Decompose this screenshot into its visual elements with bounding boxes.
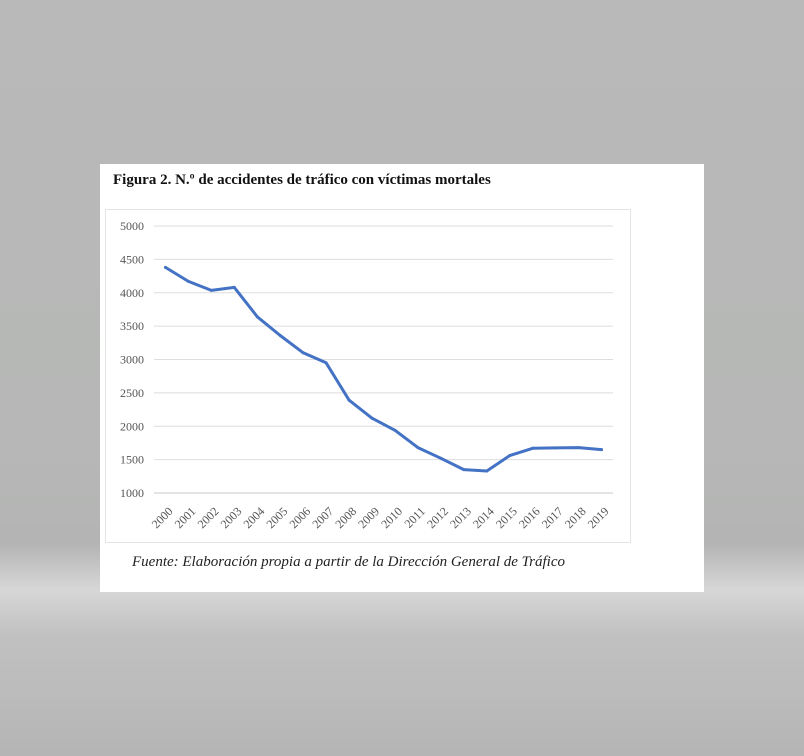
data-point bbox=[209, 288, 213, 292]
figure-title: Figura 2. N.º de accidentes de tráfico c… bbox=[113, 172, 491, 188]
data-point bbox=[232, 285, 236, 289]
y-tick-label: 5000 bbox=[120, 219, 144, 233]
line-chart: 1000 1500 2000 2500 3000 3500 4000 4500 5000 2000… bbox=[120, 219, 613, 531]
data-point bbox=[301, 351, 305, 355]
x-tick-label: 2019 bbox=[585, 504, 612, 531]
data-point bbox=[554, 446, 558, 450]
y-tick-label: 2500 bbox=[120, 386, 144, 400]
data-point bbox=[439, 456, 443, 460]
x-tick-label: 2001 bbox=[172, 504, 199, 531]
data-point bbox=[278, 333, 282, 337]
x-tick-label: 2009 bbox=[355, 504, 382, 531]
x-tick-label: 2006 bbox=[286, 504, 313, 531]
x-tick-label: 2018 bbox=[562, 504, 589, 531]
data-point bbox=[600, 448, 604, 452]
x-tick-label: 2000 bbox=[149, 504, 176, 531]
data-point bbox=[462, 468, 466, 472]
x-tick-label: 2005 bbox=[263, 504, 290, 531]
data-point bbox=[416, 446, 420, 450]
x-tick-label: 2016 bbox=[516, 504, 543, 531]
x-tick-label: 2014 bbox=[470, 504, 497, 531]
y-tick-label: 1500 bbox=[120, 453, 144, 467]
x-tick-label: 2011 bbox=[401, 504, 428, 531]
data-point bbox=[577, 446, 581, 450]
y-tick-label: 3000 bbox=[120, 353, 144, 367]
data-point bbox=[347, 398, 351, 402]
x-tick-label: 2002 bbox=[195, 504, 222, 531]
figure-page: Figura 2. N.º de accidentes de tráfico c… bbox=[100, 164, 704, 592]
y-tick-label: 1000 bbox=[120, 486, 144, 500]
y-tick-label: 3500 bbox=[120, 319, 144, 333]
data-point bbox=[255, 315, 259, 319]
x-tick-label: 2007 bbox=[309, 504, 336, 531]
data-point bbox=[324, 361, 328, 365]
x-tick-label: 2013 bbox=[447, 504, 474, 531]
data-point bbox=[485, 469, 489, 473]
chart-area: 1000 1500 2000 2500 3000 3500 4000 4500 5000 2000… bbox=[105, 209, 631, 543]
series-line bbox=[164, 265, 603, 473]
x-tick-label: 2004 bbox=[241, 504, 268, 531]
x-tick-label: 2015 bbox=[493, 504, 520, 531]
x-tick-label: 2012 bbox=[424, 504, 451, 531]
y-tick-label: 4000 bbox=[120, 286, 144, 300]
data-point bbox=[186, 279, 190, 283]
data-point bbox=[531, 446, 535, 450]
x-tick-label: 2008 bbox=[332, 504, 359, 531]
figure-source: Fuente: Elaboración propia a partir de l… bbox=[132, 554, 565, 570]
x-tick-label: 2017 bbox=[539, 504, 566, 531]
y-tick-label: 2000 bbox=[120, 419, 144, 433]
y-tick-label: 4500 bbox=[120, 252, 144, 266]
data-point bbox=[508, 454, 512, 458]
data-point bbox=[163, 265, 167, 269]
data-point bbox=[370, 416, 374, 420]
x-tick-label: 2010 bbox=[378, 504, 405, 531]
x-tick-label: 2003 bbox=[218, 504, 245, 531]
data-point bbox=[393, 428, 397, 432]
